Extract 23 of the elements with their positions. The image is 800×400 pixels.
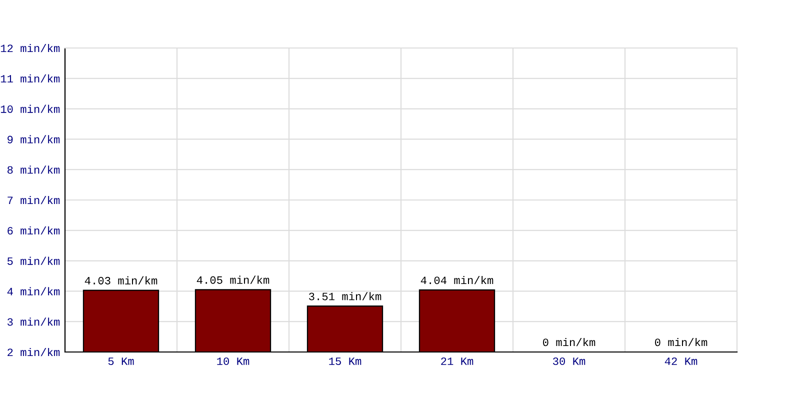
y-tick-label: 10 min/km	[0, 104, 60, 113]
y-tick-label: 12 min/km	[0, 44, 60, 52]
data-label: 4.04 min/km	[420, 276, 494, 284]
y-tick-label: 7 min/km	[8, 196, 60, 204]
text: 0 min/km	[655, 338, 708, 346]
y-tick-label: 8 min/km	[8, 166, 60, 174]
data-label: 3.51 min/km	[309, 292, 382, 300]
x-tick-label: 5 Km	[108, 358, 134, 366]
x-tick-label: 21 Km	[441, 357, 474, 365]
y-tick-label: 9 min/km	[8, 135, 60, 144]
y-tick-label: 2 min/km	[8, 348, 60, 356]
x-tick-label: 30 Km	[553, 357, 586, 366]
text: 0 min/km	[543, 338, 596, 346]
y-tick-label: 6 min/km	[8, 226, 60, 235]
x-tick-label: 10 Km	[217, 357, 250, 366]
y-tick-label: 11 min/km	[0, 74, 60, 83]
x-tick-label: 42 Km	[664, 357, 698, 365]
y-tick-label: 4 min/km	[7, 287, 60, 296]
y-tick-label: 3 min/km	[7, 318, 60, 326]
y-tick-label: 5 min/km	[7, 256, 60, 265]
data-label: 4.03 min/km	[84, 276, 158, 284]
data-label: 4.05 min/km	[196, 276, 270, 284]
x-tick-label: 15 Km	[329, 358, 362, 366]
